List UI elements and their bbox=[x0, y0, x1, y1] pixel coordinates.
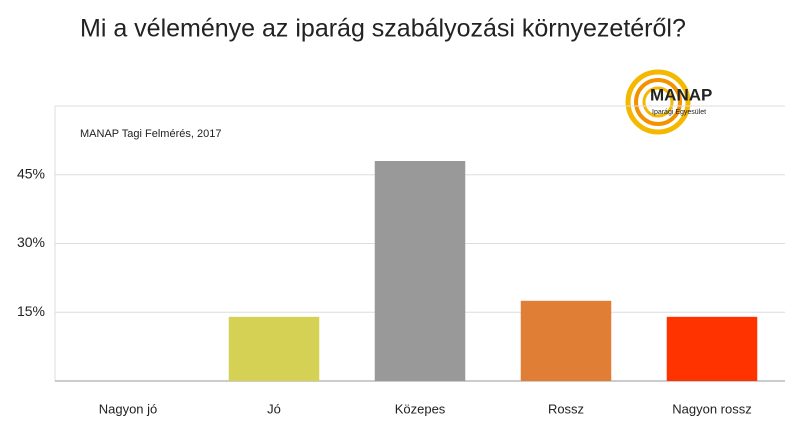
logo: MANAP Iparági Egyesület bbox=[625, 69, 712, 135]
logo-ring bbox=[642, 86, 674, 118]
x-tick-label: Nagyon rossz bbox=[672, 401, 751, 416]
logo-ring bbox=[625, 69, 691, 135]
chart-subtitle: MANAP Tagi Felmérés, 2017 bbox=[80, 128, 221, 140]
logo-tagline: Iparági Egyesület bbox=[652, 109, 706, 116]
x-tick-label: Nagyon jó bbox=[99, 401, 158, 416]
bar bbox=[374, 161, 466, 381]
logo-ring bbox=[634, 78, 682, 126]
logo-name: MANAP bbox=[650, 85, 712, 104]
bar bbox=[666, 316, 758, 381]
chart-title: Mi a véleménye az iparág szabályozási kö… bbox=[80, 15, 686, 43]
x-tick-label: Közepes bbox=[395, 401, 446, 416]
y-tick-label: 30% bbox=[17, 234, 45, 250]
x-tick-label: Rossz bbox=[548, 401, 584, 416]
y-tick-label: 45% bbox=[17, 165, 45, 181]
bar bbox=[520, 300, 612, 381]
y-tick-label: 15% bbox=[17, 303, 45, 319]
x-tick-label: Jó bbox=[267, 401, 281, 416]
bar bbox=[228, 316, 320, 381]
